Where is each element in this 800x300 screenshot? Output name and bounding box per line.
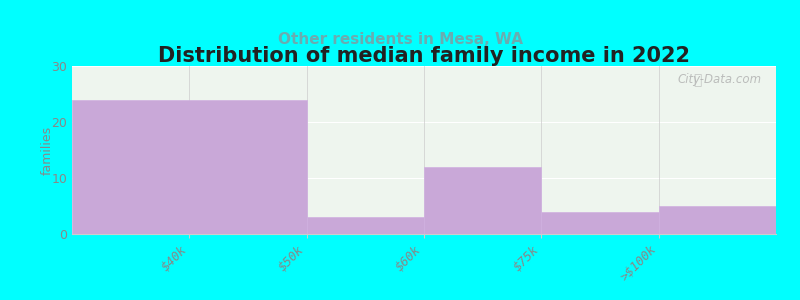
Text: City-Data.com: City-Data.com	[678, 73, 762, 86]
Bar	[306, 217, 424, 234]
Y-axis label: families: families	[41, 125, 54, 175]
Title: Distribution of median family income in 2022: Distribution of median family income in …	[158, 46, 690, 66]
Text: ⓘ: ⓘ	[694, 73, 702, 87]
Text: Other residents in Mesa, WA: Other residents in Mesa, WA	[278, 32, 522, 46]
Bar	[72, 100, 306, 234]
Bar	[424, 167, 542, 234]
Bar	[542, 212, 658, 234]
Bar	[658, 206, 776, 234]
